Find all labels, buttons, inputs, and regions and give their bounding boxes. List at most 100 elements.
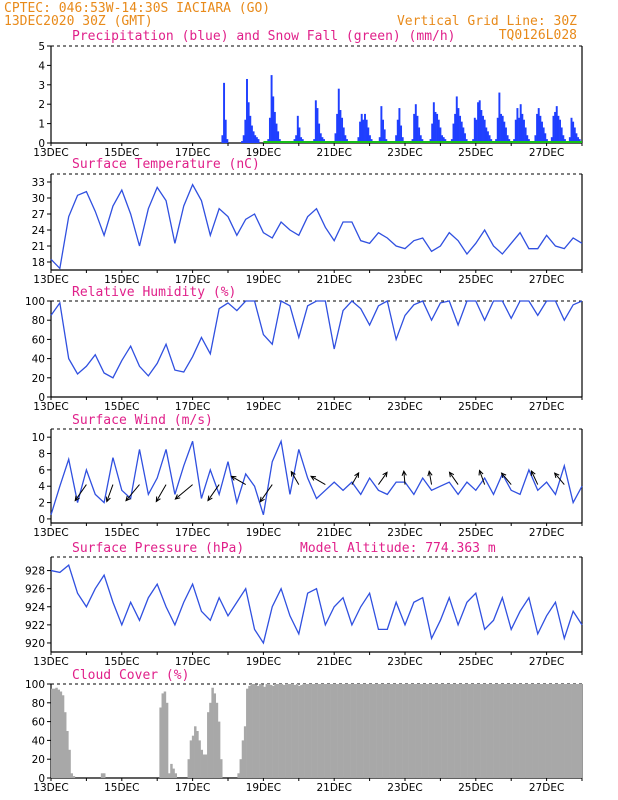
cloud-bar	[168, 773, 171, 778]
cloud-bar	[373, 684, 377, 778]
precip-bar	[255, 137, 258, 143]
cloud-bar	[354, 684, 357, 778]
temp-ytick-label: 21	[32, 241, 45, 253]
cloud-bar	[70, 773, 73, 778]
precip-bar	[552, 115, 555, 143]
precip-bar	[367, 127, 370, 143]
precip-bar	[298, 127, 301, 143]
cloud-bar	[499, 684, 503, 778]
pressure-ytick-label: 928	[25, 566, 45, 578]
wind-arrow-head	[230, 475, 237, 481]
precip-bar	[257, 139, 260, 143]
cloud-bar	[495, 684, 498, 778]
precip-xtick-label: 13DEC	[33, 147, 68, 159]
wind-xtick-label: 21DEC	[316, 527, 351, 539]
cloud-bar	[289, 684, 292, 778]
cloud-bar	[161, 693, 165, 778]
precip-bar	[464, 133, 466, 143]
temp-xtick-label: 27DEC	[529, 274, 564, 286]
rh-xtick-label: 17DEC	[175, 401, 210, 413]
cloud-bar	[497, 684, 500, 778]
cloud-xtick-label: 25DEC	[458, 782, 493, 794]
wind-ytick-label: 2	[38, 498, 45, 510]
precip-bar	[224, 119, 227, 143]
cloud-bar	[473, 684, 477, 778]
precip-bar	[460, 121, 463, 143]
cloud-bar	[449, 684, 453, 778]
cloud-bar	[397, 684, 401, 778]
cloud-bar	[519, 684, 522, 778]
wind-arrow	[290, 471, 300, 485]
cloud-bar	[542, 684, 546, 778]
cloud-bar	[328, 684, 331, 778]
precip-bar	[516, 108, 519, 143]
precip-bar	[242, 135, 245, 143]
precip-bar	[342, 127, 345, 143]
wind-xtick-label: 13DEC	[33, 527, 68, 539]
cloud-bar	[562, 684, 565, 778]
cloud-bar	[458, 684, 461, 778]
cloud-bar	[53, 688, 56, 778]
wind-arrow	[155, 484, 167, 502]
precip-bar	[344, 135, 347, 143]
cloud-bar	[207, 712, 210, 778]
wind-arrow	[74, 484, 87, 501]
precip-bar	[357, 137, 360, 143]
temp-ytick-label: 18	[32, 257, 45, 269]
cloud-bar	[293, 684, 297, 778]
precip-bar	[519, 104, 522, 143]
cloud-bar	[350, 684, 353, 778]
precip-bar	[316, 108, 319, 143]
wind-arrow-head	[553, 472, 560, 479]
cloud-bar	[57, 689, 60, 778]
cloud-bar	[341, 684, 344, 778]
pressure-ytick-label: 926	[25, 584, 45, 596]
rh-xtick-label: 21DEC	[316, 401, 351, 413]
cloud-bar	[467, 684, 470, 778]
wind-arrow-head	[125, 495, 131, 502]
rh-xtick-label: 27DEC	[529, 401, 564, 413]
cloud-bar	[399, 684, 403, 778]
precip-bar	[270, 75, 273, 143]
precip-bar	[382, 119, 384, 143]
cloud-bar	[432, 684, 435, 778]
cloud-xtick-label: 17DEC	[175, 782, 210, 794]
precip-xtick-label: 15DEC	[104, 147, 139, 159]
cloud-bar	[72, 776, 76, 778]
rh-xtick-label: 13DEC	[33, 401, 68, 413]
cloud-bar	[430, 684, 433, 778]
wind-xtick-label: 25DEC	[458, 527, 493, 539]
cloud-bar	[428, 684, 431, 778]
cloud-bar	[313, 684, 316, 778]
cloud-bar	[61, 695, 65, 778]
precip-bar	[319, 133, 322, 143]
cloud-bar	[191, 735, 195, 778]
precip-bar	[401, 137, 404, 143]
cloud-bar	[274, 684, 277, 778]
cloud-bar	[410, 684, 414, 778]
wind-ytick-label: 8	[38, 449, 45, 461]
precip-bar	[431, 123, 434, 143]
cloud-bar	[51, 688, 54, 778]
cloud-bar	[103, 773, 106, 778]
temp-panel: 18 21 24 27 30 33 13DEC 15DEC 17DEC 19DEC 21DEC 23D…	[32, 173, 583, 286]
precip-bar	[436, 113, 439, 143]
wind-arrow-head	[207, 495, 213, 502]
precip-bar	[455, 96, 458, 143]
precip-bar	[321, 137, 324, 143]
cloud-bar	[389, 684, 392, 778]
cloud-bar	[386, 684, 390, 778]
cloud-bar	[187, 759, 191, 778]
cloud-bar	[295, 684, 299, 778]
cloud-bar	[68, 749, 71, 778]
cloud-bar	[558, 684, 561, 778]
precip-bar	[518, 117, 521, 143]
cloud-bar	[261, 684, 264, 778]
precip-bar	[250, 125, 253, 143]
pressure-xtick-label: 21DEC	[316, 656, 351, 668]
cloud-bar	[382, 684, 386, 778]
precip-bar	[419, 135, 422, 143]
temp-ytick-label: 33	[32, 177, 45, 189]
rh-xtick-label: 19DEC	[246, 401, 281, 413]
cloud-bar	[417, 684, 420, 778]
